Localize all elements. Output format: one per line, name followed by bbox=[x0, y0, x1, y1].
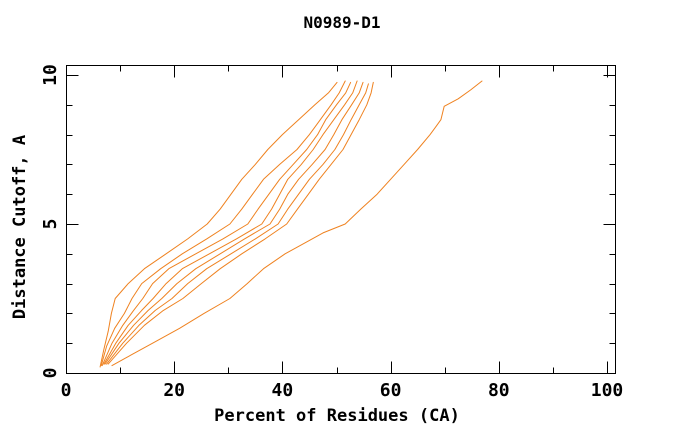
x-tick-label: 100 bbox=[591, 380, 624, 401]
y-axis-label: Distance Cutoff, A bbox=[10, 135, 30, 319]
y-tick-label: 5 bbox=[40, 219, 61, 230]
model-curve bbox=[104, 81, 364, 365]
x-tick-label: 60 bbox=[380, 380, 402, 401]
model-curve bbox=[99, 81, 338, 368]
x-tick-label: 0 bbox=[61, 380, 72, 401]
x-tick-label: 40 bbox=[272, 380, 294, 401]
model-curve bbox=[107, 81, 374, 365]
x-tick-label: 20 bbox=[163, 380, 185, 401]
model-curve bbox=[111, 80, 483, 367]
x-tick-labels: 0 20 40 60 80 100 bbox=[61, 380, 624, 401]
plot-frame-and-ticks bbox=[66, 65, 616, 374]
chart-title: N0989-D1 bbox=[303, 13, 380, 32]
model-curve bbox=[106, 83, 369, 365]
model-curve bbox=[101, 81, 352, 367]
model-curves bbox=[99, 80, 483, 368]
x-axis-label: Percent of Residues (CA) bbox=[214, 406, 460, 426]
y-tick-labels: 0 5 10 bbox=[40, 64, 61, 378]
y-tick-label: 0 bbox=[40, 368, 61, 379]
model-curve bbox=[103, 80, 358, 365]
model-curve bbox=[100, 80, 346, 367]
y-tick-label: 10 bbox=[40, 64, 61, 86]
x-tick-label: 80 bbox=[488, 380, 510, 401]
plot-frame bbox=[66, 65, 616, 374]
